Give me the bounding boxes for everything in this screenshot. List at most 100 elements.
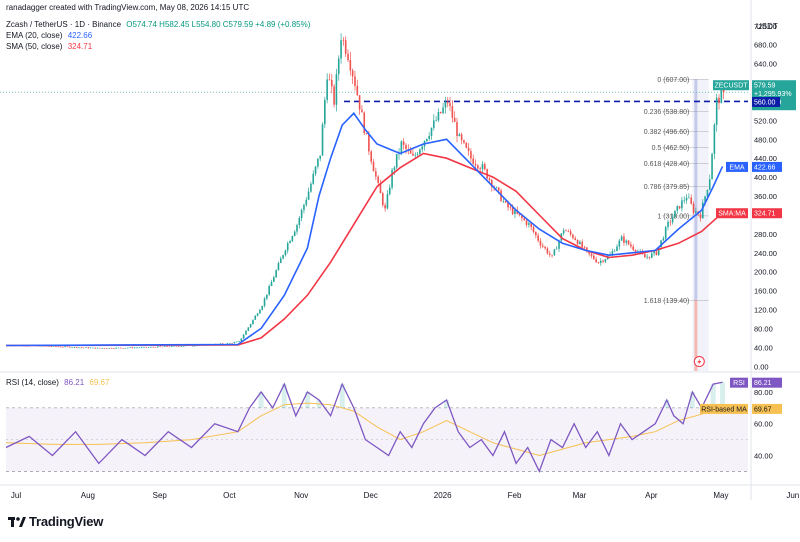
candle-body bbox=[106, 348, 108, 350]
sma-price-tag-bg bbox=[752, 208, 782, 219]
rsi-overbought-fill bbox=[304, 392, 310, 408]
rsi-legend[interactable]: RSI (14, close) 86.21 69.67 bbox=[6, 378, 112, 388]
x-tick-label: Jun bbox=[786, 491, 799, 500]
fib-level-label: 0.382 (496.60) bbox=[644, 129, 690, 136]
candle-body bbox=[377, 176, 379, 183]
symbol-tag-label: ZECUSDT bbox=[714, 83, 748, 90]
candle-body bbox=[699, 214, 702, 219]
candle-body bbox=[565, 230, 567, 232]
candle-body bbox=[87, 347, 90, 349]
y-tick-label: 520.00 bbox=[754, 116, 777, 125]
candle-body bbox=[238, 341, 240, 342]
x-tick-label: Dec bbox=[364, 491, 378, 500]
candle-body bbox=[358, 95, 361, 110]
candle-body bbox=[664, 227, 667, 239]
y-tick-label: 640.00 bbox=[754, 60, 777, 69]
candle-body bbox=[235, 341, 238, 343]
candle-body bbox=[477, 165, 479, 169]
y-tick-label: 80.00 bbox=[754, 324, 773, 333]
y-tick-label: 720.00 bbox=[754, 22, 777, 31]
candle-body bbox=[495, 187, 498, 189]
candle-body bbox=[363, 112, 366, 134]
rsi-tag-label-bg bbox=[730, 377, 748, 388]
candle-body bbox=[620, 236, 623, 241]
candle-body bbox=[140, 347, 143, 348]
candle-body bbox=[286, 243, 289, 251]
candle-body bbox=[328, 79, 331, 81]
candle-body bbox=[324, 99, 326, 125]
y-tick-label: 440.00 bbox=[754, 154, 777, 163]
y-tick-label: 0.00 bbox=[754, 362, 769, 371]
candle-body bbox=[535, 231, 537, 236]
candle-body bbox=[115, 347, 117, 349]
last-price-tag-text: +1,295.93% bbox=[754, 91, 792, 98]
candle-body bbox=[695, 211, 697, 213]
candle-body bbox=[337, 58, 340, 75]
candle-body bbox=[52, 345, 55, 347]
candle-body bbox=[303, 204, 305, 210]
candle-body bbox=[263, 298, 266, 306]
y-tick-label: 160.00 bbox=[754, 287, 777, 296]
candle-body bbox=[277, 263, 280, 271]
candle-body bbox=[502, 201, 505, 202]
candle-body bbox=[395, 154, 398, 168]
candle-body bbox=[567, 231, 570, 232]
sma-legend[interactable]: SMA (50, close) 324.71 bbox=[6, 42, 95, 52]
candle-body bbox=[136, 347, 138, 349]
candle-body bbox=[50, 346, 53, 347]
candle-body bbox=[168, 346, 171, 348]
candle-body bbox=[170, 345, 173, 347]
candle-body bbox=[574, 238, 577, 241]
candle-body bbox=[71, 347, 73, 349]
candle-body bbox=[321, 124, 324, 156]
ema-legend-value: 422.66 bbox=[67, 31, 93, 40]
candle-body bbox=[138, 347, 141, 349]
candle-body bbox=[432, 120, 435, 128]
candle-body bbox=[579, 241, 581, 245]
fib-level-label: 0.5 (462.50) bbox=[652, 145, 690, 152]
candle-body bbox=[412, 153, 414, 156]
candle-body bbox=[101, 348, 104, 349]
candle-body bbox=[595, 259, 597, 263]
rsi-legend-label: RSI (14, close) bbox=[6, 378, 59, 387]
candle-body bbox=[604, 259, 607, 262]
candle-body bbox=[94, 347, 97, 349]
candle-body bbox=[562, 230, 565, 234]
candle-body bbox=[279, 258, 282, 264]
candle-body bbox=[722, 89, 725, 93]
candle-body bbox=[82, 347, 85, 349]
candle-body bbox=[319, 155, 322, 159]
rsi-ma-line bbox=[5, 402, 723, 457]
rsi-overbought-fill bbox=[444, 399, 450, 408]
ema-legend[interactable]: EMA (20, close) 422.66 bbox=[6, 31, 95, 41]
level-price-tag-text: 560.00 bbox=[754, 99, 776, 106]
sma-legend-label: SMA (50, close) bbox=[6, 42, 63, 51]
candle-body bbox=[78, 347, 80, 349]
sma-tag-label: SMA:MA bbox=[718, 211, 746, 218]
candle-body bbox=[497, 187, 500, 191]
candle-body bbox=[504, 201, 507, 203]
candle-body bbox=[690, 197, 693, 204]
candle-body bbox=[474, 163, 477, 166]
candle-body bbox=[64, 346, 66, 348]
candle-body bbox=[711, 153, 713, 180]
ohlc-values: O574.74 H582.45 L554.80 C579.59 +4.89 (+… bbox=[126, 20, 311, 29]
candle-body bbox=[307, 191, 310, 200]
x-tick-label: 2026 bbox=[434, 491, 452, 500]
candle-body bbox=[330, 79, 333, 87]
ema-line bbox=[5, 112, 724, 347]
candle-body bbox=[85, 347, 87, 348]
candle-body bbox=[80, 347, 83, 349]
candle-body bbox=[310, 183, 312, 192]
candle-body bbox=[273, 277, 275, 282]
candle-body bbox=[678, 206, 681, 209]
candle-body bbox=[365, 133, 368, 135]
candle-body bbox=[627, 240, 630, 245]
candle-body bbox=[340, 40, 342, 59]
candle-body bbox=[282, 255, 284, 259]
y-tick-label: 40.00 bbox=[754, 343, 773, 352]
candle-body bbox=[414, 154, 417, 156]
candle-body bbox=[428, 136, 430, 139]
y-tick-label: 200.00 bbox=[754, 268, 777, 277]
